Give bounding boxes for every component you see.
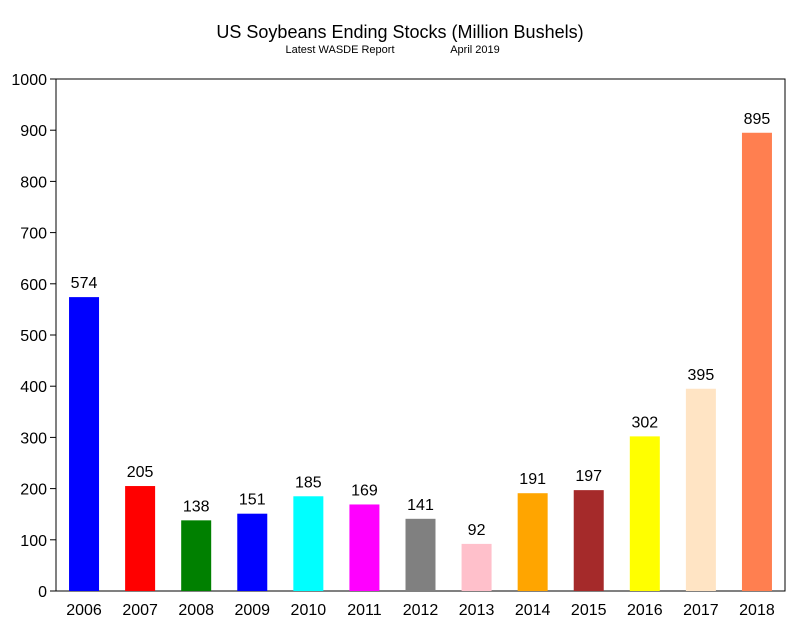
chart-subtitle-right: April 2019 — [450, 44, 500, 56]
bar — [629, 436, 660, 591]
data-label: 395 — [688, 367, 715, 384]
data-label: 197 — [575, 468, 602, 485]
bar — [685, 388, 716, 591]
chart-title: US Soybeans Ending Stocks (Million Bushe… — [216, 22, 583, 42]
x-tick-label: 2012 — [403, 602, 439, 619]
x-tick-label: 2013 — [459, 602, 495, 619]
plot-frame — [55, 78, 786, 592]
data-label: 138 — [183, 498, 210, 515]
bar — [69, 297, 100, 591]
bar — [125, 486, 156, 591]
data-label: 302 — [631, 414, 658, 431]
data-label: 92 — [468, 522, 486, 539]
bar — [293, 496, 324, 591]
x-tick-label: 2009 — [234, 602, 270, 619]
y-tick-label: 600 — [20, 277, 47, 294]
x-tick-label: 2010 — [291, 602, 327, 619]
data-label: 185 — [295, 474, 322, 491]
y-tick-label: 900 — [20, 123, 47, 140]
data-label: 169 — [351, 482, 378, 499]
x-tick-label: 2017 — [683, 602, 719, 619]
x-tick-label: 2006 — [66, 602, 102, 619]
bar — [741, 132, 772, 591]
x-tick-label: 2007 — [122, 602, 158, 619]
y-tick-label: 700 — [20, 226, 47, 243]
y-tick-label: 300 — [20, 430, 47, 447]
data-label: 151 — [239, 492, 266, 509]
bar — [461, 543, 492, 591]
data-label: 141 — [407, 497, 434, 514]
x-tick-label: 2018 — [739, 602, 775, 619]
y-tick-label: 200 — [20, 482, 47, 499]
x-tick-label: 2015 — [571, 602, 607, 619]
data-label: 574 — [71, 275, 98, 292]
y-tick-label: 100 — [20, 533, 47, 550]
bar — [237, 513, 268, 591]
bar — [573, 490, 604, 591]
bar — [517, 493, 548, 591]
bar — [349, 504, 380, 591]
bar — [181, 520, 212, 591]
x-tick-label: 2008 — [178, 602, 214, 619]
bar — [405, 518, 436, 591]
x-tick-label: 2016 — [627, 602, 663, 619]
y-tick-label: 500 — [20, 328, 47, 345]
plot-area: 0 100 200 300 400 500 600 700 800 900 1000 574 2006 2… — [11, 72, 786, 619]
data-label: 205 — [127, 464, 154, 481]
x-tick-label: 2014 — [515, 602, 551, 619]
chart-subtitle-left: Latest WASDE Report — [285, 44, 394, 56]
y-tick-label: 800 — [20, 174, 47, 191]
x-tick-label: 2011 — [347, 602, 382, 619]
y-tick-label: 1000 — [11, 72, 47, 89]
data-label: 191 — [519, 471, 546, 488]
data-label: 895 — [744, 111, 771, 128]
y-tick-label: 0 — [38, 584, 47, 601]
y-tick-label: 400 — [20, 379, 47, 396]
